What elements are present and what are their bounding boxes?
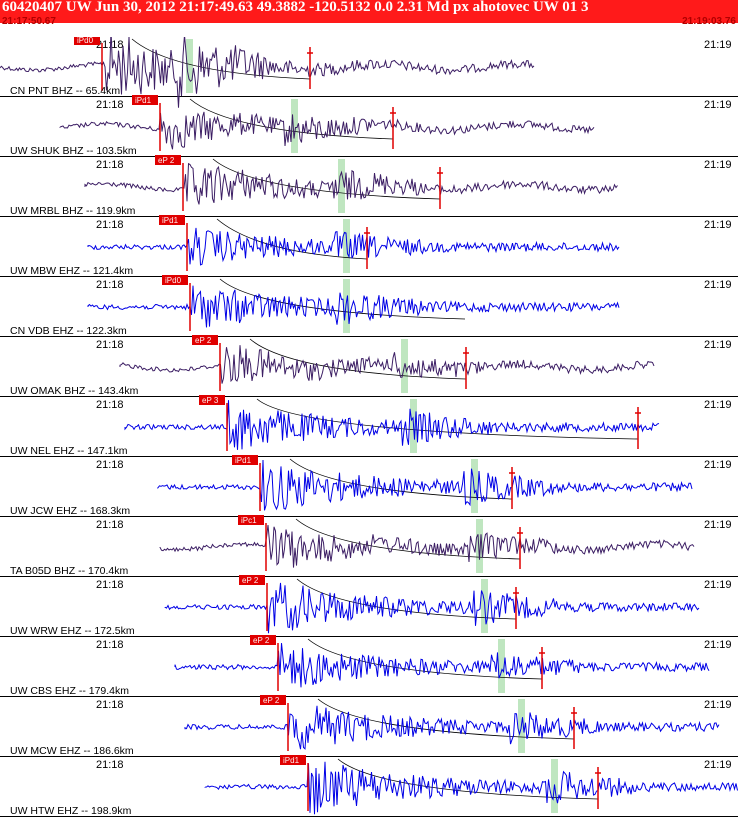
station-label: UW CBS EHZ -- 179.4km: [10, 685, 129, 697]
time-label-left: 21:18: [96, 579, 124, 591]
station-label: UW NEL EHZ -- 147.1km: [10, 445, 128, 457]
waveform: [59, 111, 595, 150]
end-time: 21:19:03.76: [682, 16, 736, 27]
pick-label-box: [155, 155, 181, 165]
pick-label-box: [132, 95, 158, 105]
time-label-right: 21:19: [704, 39, 732, 51]
time-label-left: 21:18: [96, 459, 124, 471]
arrival-window: [291, 99, 298, 153]
time-label-right: 21:19: [704, 219, 732, 231]
pick-label-box: [260, 695, 286, 705]
pick-label: iPd1: [283, 756, 300, 765]
moveout-curve: [249, 338, 467, 380]
moveout-curve: [131, 38, 311, 80]
station-label: UW HTW EHZ -- 198.9km: [10, 805, 132, 817]
moveout-curve: [296, 578, 517, 620]
pick-label-box: [280, 755, 306, 765]
event-title: 60420407 UW Jun 30, 2012 21:17:49.63 49.…: [2, 0, 589, 15]
arrival-window: [476, 519, 483, 573]
pick-label: eP 2: [253, 636, 270, 645]
pick-label-box: [238, 515, 264, 525]
pick-label: iPd1: [235, 456, 252, 465]
pick-label-box: [199, 395, 225, 405]
arrival-window: [186, 39, 193, 93]
time-label-right: 21:19: [704, 159, 732, 171]
pick-label: iPd1: [162, 216, 179, 225]
station-label: UW JCW EHZ -- 168.3km: [10, 505, 130, 517]
moveout-curve: [337, 758, 599, 800]
station-label: UW MCW EHZ -- 186.6km: [10, 745, 134, 757]
station-label: TA B05D BHZ -- 170.4km: [10, 565, 129, 577]
waveform: [184, 705, 720, 750]
station-label: UW MRBL BHZ -- 119.9km: [10, 205, 136, 217]
station-label: UW WRW EHZ -- 172.5km: [10, 625, 135, 637]
pick-label: eP 2: [242, 576, 259, 585]
pick-label: eP 2: [158, 156, 175, 165]
time-label-right: 21:19: [704, 759, 732, 771]
waveform: [157, 459, 693, 511]
pick-label-box: [250, 635, 276, 645]
time-label-left: 21:18: [96, 39, 124, 51]
time-label-left: 21:18: [96, 279, 124, 291]
time-label-left: 21:18: [96, 399, 124, 411]
pick-label-box: [192, 335, 218, 345]
waveform: [174, 643, 710, 688]
time-label-right: 21:19: [704, 579, 732, 591]
moveout-curve: [295, 518, 521, 560]
time-label-right: 21:19: [704, 99, 732, 111]
waveform: [124, 400, 660, 450]
title-bar: 60420407 UW Jun 30, 2012 21:17:49.63 49.…: [0, 0, 738, 27]
time-label-right: 21:19: [704, 339, 732, 351]
station-label: UW MBW EHZ -- 121.4km: [10, 265, 133, 277]
arrival-window: [338, 159, 345, 213]
waveform: [119, 345, 655, 384]
arrival-window: [471, 459, 478, 513]
station-label: UW OMAK BHZ -- 143.4km: [10, 385, 139, 397]
arrival-window: [498, 639, 505, 693]
waveform: [87, 285, 620, 328]
pick-label-box: [239, 575, 265, 585]
pick-label-box: [162, 275, 188, 285]
time-label-left: 21:18: [96, 99, 124, 111]
time-label-right: 21:19: [704, 519, 732, 531]
time-label-left: 21:18: [96, 639, 124, 651]
moveout-curve: [289, 458, 513, 500]
station-label: CN PNT BHZ -- 65.4km: [10, 85, 120, 97]
pick-label: iPd1: [135, 96, 152, 105]
time-label-left: 21:18: [96, 759, 124, 771]
pick-label: eP 2: [263, 696, 280, 705]
time-label-left: 21:18: [96, 699, 124, 711]
seismogram-traces: 21:18 21:19 iPd0 CN PNT BHZ -- 65.4km 21:18 2…: [0, 37, 738, 817]
moveout-curve: [219, 278, 466, 320]
pick-label: iPd0: [77, 37, 94, 45]
waveform: [0, 37, 535, 108]
pick-label: iPc1: [241, 516, 257, 525]
waveform: [164, 582, 700, 634]
trace-panel: 21:18 21:19 iPd0 CN PNT BHZ -- 65.4km 21:18 2…: [0, 37, 738, 818]
pick-label: iPd0: [165, 276, 182, 285]
waveform: [159, 524, 695, 568]
waveform: [84, 162, 618, 205]
station-label: CN VDB EHZ -- 122.3km: [10, 325, 127, 337]
time-label-right: 21:19: [704, 699, 732, 711]
time-label-right: 21:19: [704, 279, 732, 291]
pick-label-box: [159, 215, 185, 225]
start-time: 21:17:50.67: [2, 16, 56, 27]
pick-label-box: [74, 37, 100, 45]
pick-label-box: [232, 455, 258, 465]
time-label-left: 21:18: [96, 159, 124, 171]
moveout-curve: [189, 98, 394, 140]
station-label: UW SHUK BHZ -- 103.5km: [10, 145, 137, 157]
pick-label: eP 3: [202, 396, 219, 405]
waveform: [87, 227, 620, 266]
waveform: [204, 761, 738, 815]
time-label-left: 21:18: [96, 339, 124, 351]
time-label-left: 21:18: [96, 219, 124, 231]
time-label-right: 21:19: [704, 399, 732, 411]
pick-label: eP 2: [195, 336, 212, 345]
time-label-left: 21:18: [96, 519, 124, 531]
arrival-window: [343, 279, 350, 333]
time-label-right: 21:19: [704, 459, 732, 471]
time-label-right: 21:19: [704, 639, 732, 651]
